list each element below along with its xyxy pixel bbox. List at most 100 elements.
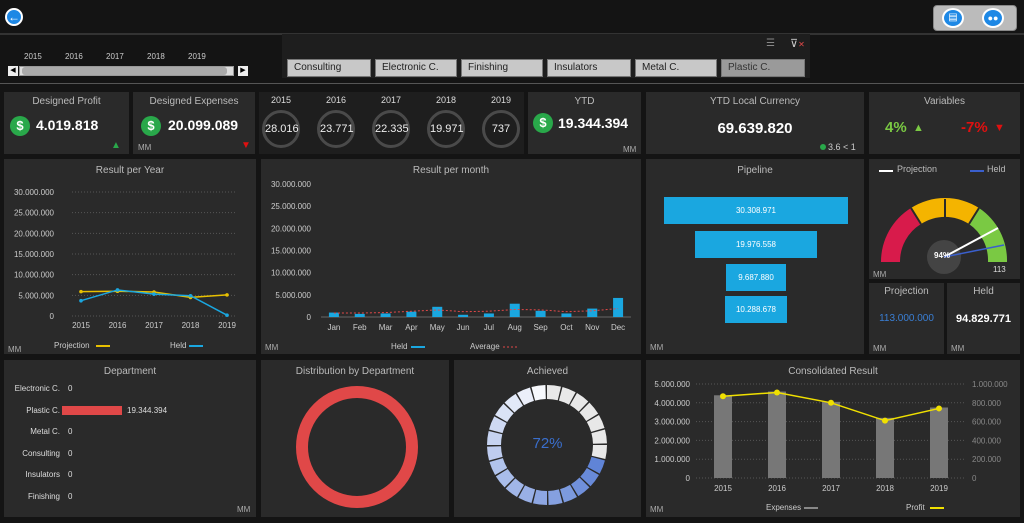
timeline-year[interactable]: 2015	[24, 52, 42, 61]
ytd-local-note: 3.6 < 1	[828, 142, 856, 152]
slicer-insulators[interactable]: Insulators	[547, 59, 631, 77]
department-value: 0	[68, 491, 73, 501]
projection-label: Projection	[884, 286, 929, 297]
donut-segment	[495, 403, 514, 422]
legend-held-swatch	[970, 170, 984, 172]
pipeline-bar: 30.308.971	[664, 197, 848, 224]
department-name: Insulators	[25, 470, 60, 479]
department-value: 0	[68, 470, 73, 479]
x-tick-label: 2015	[714, 484, 732, 493]
timeline-year[interactable]: 2016	[65, 52, 83, 61]
data-point	[79, 298, 83, 303]
x-tick-label: Jun	[457, 323, 470, 332]
donut-segment	[517, 387, 534, 406]
ring-value: 19.971	[427, 110, 465, 148]
x-tick-label: Jan	[327, 323, 340, 332]
x-tick-label: 2016	[109, 321, 127, 330]
department-value: 19.344.394	[127, 405, 168, 415]
slicer-finishing[interactable]: Finishing	[461, 59, 543, 77]
timeline-year[interactable]: 2017	[106, 52, 124, 61]
achieved-card: Achieved 72%	[454, 360, 641, 517]
ytd-label: YTD	[574, 96, 595, 107]
designed-expenses-card: Designed Expenses $ 20.099.089 MM ▼	[133, 92, 255, 154]
unit-label: MM	[873, 270, 887, 279]
gauge-percent: 94%	[934, 251, 951, 260]
back-icon[interactable]: ←	[5, 8, 23, 26]
donut-segment	[518, 485, 536, 503]
unit-label: MM	[8, 345, 22, 354]
data-point	[828, 399, 834, 406]
bar-expenses	[822, 401, 840, 478]
slicer-metal[interactable]: Metal C.	[635, 59, 717, 77]
y-tick-label: 0	[50, 312, 55, 321]
x-tick-label: Sep	[533, 323, 548, 332]
department-name: Finishing	[27, 491, 60, 501]
department-value: 0	[68, 384, 73, 393]
bar-expenses	[930, 407, 948, 478]
data-point	[225, 313, 229, 317]
timeline-scroll-right[interactable]: ▶	[238, 66, 248, 76]
report-icon[interactable]: ▤	[942, 8, 964, 28]
department-name: Plastic C.	[26, 405, 60, 415]
slicer-plastic[interactable]: Plastic C.	[721, 59, 805, 77]
chart-title: Result per month	[412, 165, 490, 176]
x-tick-label: Mar	[379, 323, 393, 332]
ring-value: 23.771	[317, 110, 355, 148]
data-point	[115, 288, 120, 292]
department-name: Electronic C.	[14, 384, 60, 393]
pipeline-card: Pipeline 30.308.971 19.976.558 9.687.880…	[646, 159, 864, 354]
multiselect-icon[interactable]: ☰	[766, 38, 775, 49]
projection-card: Projection 113.000.000 MM	[869, 283, 944, 354]
chart-title: Department	[103, 366, 157, 377]
y-tick-label: 20.000.000	[271, 224, 312, 233]
donut-segment	[489, 458, 508, 475]
bar-expenses	[768, 391, 786, 478]
timeline-scroll-left[interactable]: ◀	[8, 66, 18, 76]
bar-held	[509, 303, 520, 317]
chart-title: Distribution by Department	[295, 366, 415, 377]
department-name: Consulting	[22, 448, 60, 458]
y-tick-label-right: 800.000	[972, 399, 1001, 408]
designed-expenses-value: 20.099.089	[168, 117, 239, 133]
ring-year: 2019	[490, 95, 512, 105]
x-tick-label: Apr	[405, 323, 418, 332]
timeline-year[interactable]: 2019	[188, 52, 206, 61]
x-tick-label: Aug	[508, 323, 522, 332]
x-tick-label: 2016	[768, 484, 786, 493]
data-point	[774, 389, 780, 396]
ring-year: 2015	[270, 95, 292, 105]
x-tick-label: 2015	[72, 321, 90, 330]
donut-segment	[547, 385, 562, 401]
donut-segment	[489, 416, 507, 434]
x-tick-label: Feb	[353, 323, 367, 332]
achieved-value: 72%	[532, 435, 563, 452]
variables-card: Variables 4% ▲ -7% ▼	[869, 92, 1020, 154]
slicer-electronic[interactable]: Electronic C.	[375, 59, 457, 77]
unit-label: MM	[650, 505, 664, 514]
chart-title: Pipeline	[737, 165, 773, 176]
donut-segment	[570, 393, 589, 412]
up-arrow-icon: ▲	[913, 122, 924, 134]
y-tick-label: 30.000.000	[14, 188, 55, 197]
department-value: 0	[68, 427, 73, 436]
distribution-donut	[296, 386, 418, 508]
y-tick-label-left: 2.000.000	[654, 436, 690, 445]
users-icon[interactable]: ●●	[982, 8, 1004, 28]
ytd-local-card: YTD Local Currency 69.639.820 3.6 < 1	[646, 92, 864, 154]
department-value: 0	[68, 448, 73, 458]
gauge-segment-green	[969, 208, 1008, 262]
designed-profit-value: 4.019.818	[36, 117, 99, 133]
timeline-year[interactable]: 2018	[147, 52, 165, 61]
data-point	[79, 289, 83, 294]
x-tick-label: Oct	[560, 323, 573, 332]
y-tick-label-right: 0	[972, 474, 977, 483]
y-tick-label-right: 400.000	[972, 436, 1001, 445]
bar-held	[483, 313, 494, 317]
clear-filter-icon[interactable]: ⊽✕	[790, 38, 805, 50]
x-tick-label: 2017	[822, 484, 840, 493]
slicer-consulting[interactable]: Consulting	[287, 59, 371, 77]
bar-held	[458, 314, 469, 317]
data-point	[882, 417, 888, 424]
timeline-handle[interactable]	[22, 67, 227, 75]
donut-segment	[531, 385, 546, 401]
